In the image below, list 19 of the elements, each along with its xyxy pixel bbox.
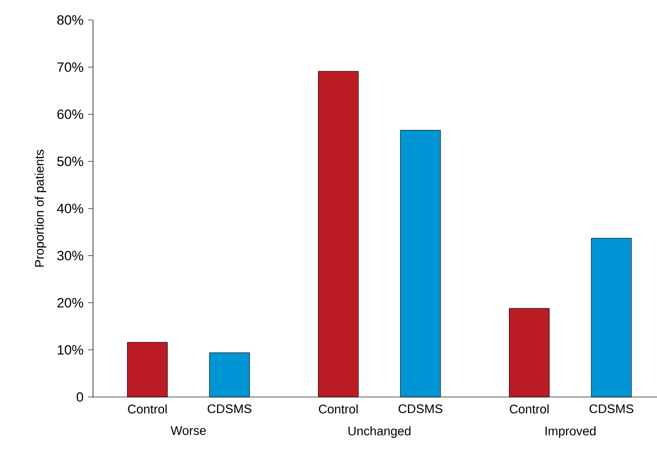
text: CDSMS	[398, 404, 442, 414]
y-tick-label: 20%	[57, 298, 84, 308]
x-tick-label: Unchanged	[348, 426, 410, 438]
y-tick-label: 80%	[57, 15, 84, 25]
series-label: Control	[128, 404, 167, 414]
text: Control	[318, 404, 358, 414]
y-tick-label: 40%	[57, 204, 84, 214]
y-tick-label: 50%	[57, 156, 84, 166]
y-axis-title: Proportion of patients	[34, 150, 46, 267]
text: Control	[510, 404, 549, 414]
y-tick-label: 60%	[57, 109, 84, 120]
y-tick-label: 10%	[58, 345, 84, 355]
x-tick-label: Improved	[546, 426, 596, 438]
text: CDSMS	[208, 404, 252, 414]
x-tick-label: Worse	[170, 426, 206, 435]
y-tick-label: 30%	[57, 250, 84, 260]
series-label: CDSMS	[590, 404, 634, 414]
y-tick-label: 0	[76, 392, 84, 402]
y-tick-label: 70%	[57, 62, 84, 72]
